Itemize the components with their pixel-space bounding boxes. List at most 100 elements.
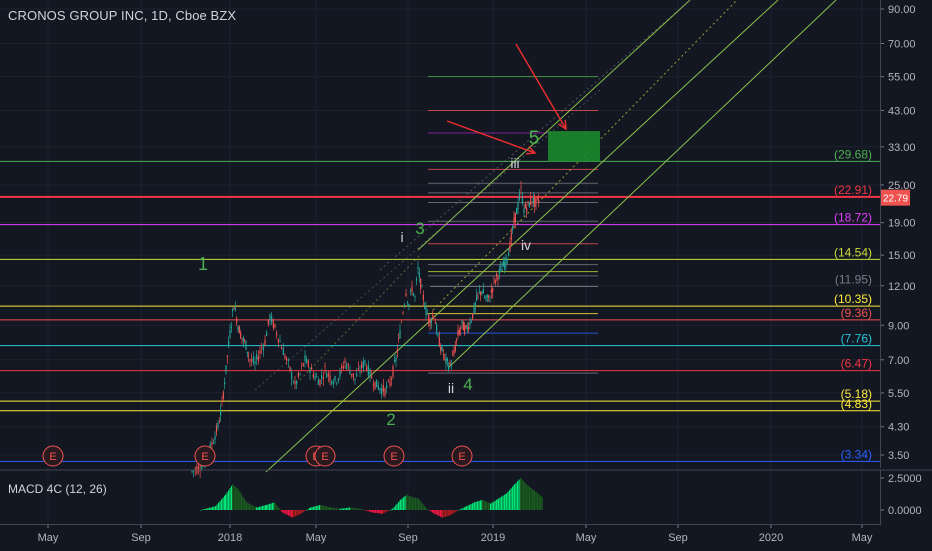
macd-bar: [477, 501, 479, 510]
event-marker: [194, 445, 216, 467]
candle-body: [322, 377, 324, 380]
macd-bar: [404, 495, 406, 510]
wave-label: iii: [510, 155, 519, 171]
macd-bar: [359, 508, 361, 510]
candle-body: [452, 354, 454, 356]
candle-body: [194, 468, 196, 471]
level-label: (14.54): [834, 245, 872, 259]
macd-bar: [256, 507, 258, 510]
candle-body: [468, 327, 470, 330]
candle-body: [493, 278, 495, 280]
macd-bar: [469, 504, 471, 510]
arrow-head: [558, 119, 567, 131]
event-marker: [383, 445, 405, 467]
macd-bar: [201, 509, 203, 511]
candle-body: [412, 292, 415, 296]
price-tick-label: 15.00: [888, 250, 916, 262]
macd-bar: [298, 510, 300, 515]
macd-bar: [378, 510, 380, 514]
candle-body: [372, 384, 374, 386]
macd-bar: [391, 509, 393, 510]
macd-bar: [311, 507, 313, 510]
candle-body: [307, 360, 309, 367]
macd-bar: [292, 510, 294, 518]
price-axis[interactable]: [880, 0, 932, 468]
candle-body: [458, 330, 460, 335]
last-price-label: 22.79: [883, 194, 908, 205]
macd-bar: [486, 501, 488, 510]
candle-body: [331, 380, 333, 384]
macd-bar: [278, 508, 280, 510]
macd-bar: [304, 510, 306, 511]
event-letter: E: [390, 451, 397, 463]
wave-label: 5: [529, 128, 540, 149]
macd-bar: [532, 489, 534, 510]
macd-bar: [282, 510, 284, 513]
macd-axis[interactable]: [880, 470, 932, 525]
macd-bar: [347, 507, 349, 510]
macd-bar: [351, 507, 353, 510]
time-tick-label: 2018: [218, 532, 242, 544]
macd-bar: [526, 484, 528, 510]
candle-body: [201, 465, 203, 470]
candle-body: [324, 366, 326, 368]
candle-body: [347, 364, 349, 366]
candle-body: [336, 382, 338, 384]
candle-body: [504, 262, 506, 269]
macd-bar: [501, 496, 503, 510]
candle-body: [432, 315, 434, 317]
candle-body: [354, 378, 356, 380]
candle-body: [520, 187, 522, 188]
macd-bar: [363, 509, 365, 511]
candle-body: [234, 307, 236, 311]
level-label: (6.47): [841, 357, 872, 371]
candles: [191, 181, 540, 479]
macd-bar: [467, 505, 469, 510]
last-price-badge: [880, 189, 910, 206]
time-tick-label: May: [852, 532, 873, 544]
price-tick-label: 4.30: [888, 422, 909, 434]
level-label: (4.83): [841, 397, 872, 411]
candle-body: [484, 296, 486, 298]
macd-bar: [483, 500, 485, 510]
candle-body: [513, 217, 515, 224]
candle-body: [267, 319, 269, 325]
macd-bar: [440, 510, 442, 517]
candle-body: [449, 361, 451, 366]
macd-bar: [369, 510, 371, 512]
candle-body: [199, 469, 201, 472]
macd-bar: [454, 510, 456, 513]
candle-body: [317, 379, 319, 386]
time-axis[interactable]: [0, 524, 880, 551]
candle-body: [225, 365, 227, 373]
macd-bar: [475, 501, 477, 510]
macd-tick-label: 0.0000: [888, 505, 922, 517]
candle-body: [433, 315, 435, 318]
macd-bar: [244, 499, 246, 510]
macd-bar: [331, 507, 333, 510]
macd-tick-label: 2.5000: [888, 473, 922, 485]
macd-bar: [488, 502, 490, 510]
macd-bar: [383, 510, 385, 514]
time-tick-label: May: [576, 532, 597, 544]
wave-label: 2: [386, 410, 395, 429]
macd-bar: [515, 482, 517, 510]
candle-body: [473, 305, 475, 314]
candle-body: [306, 358, 308, 363]
candle-body: [381, 388, 383, 395]
time-tick-label: Sep: [398, 532, 418, 544]
macd-bar: [442, 510, 444, 518]
candle-body: [349, 370, 351, 375]
macd-bar: [410, 496, 412, 510]
candle-body: [326, 374, 328, 378]
candle-body: [248, 355, 250, 357]
macd-bar: [216, 504, 218, 510]
channel-mid: [254, 89, 601, 391]
macd-bar: [327, 506, 329, 510]
macd-bar: [350, 507, 352, 510]
macd-bar: [386, 510, 388, 512]
level-label: (18.72): [834, 211, 872, 225]
macd-bar: [336, 508, 338, 510]
candle-body: [224, 382, 226, 385]
